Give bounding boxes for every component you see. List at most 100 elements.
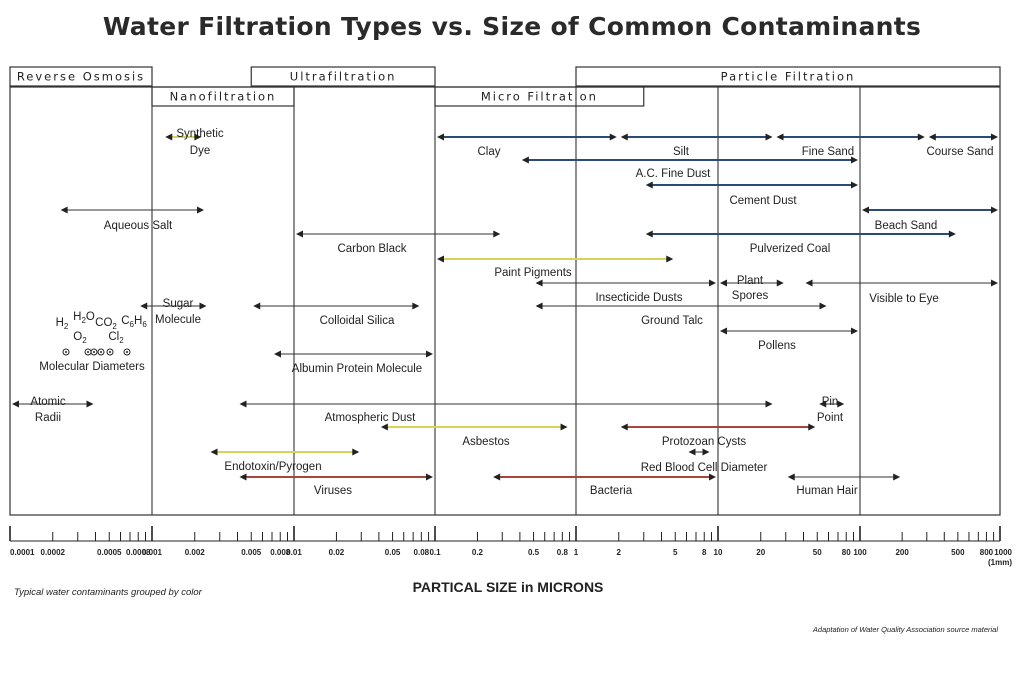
tick-label: 0.002 — [185, 548, 206, 557]
arrowhead-left — [688, 448, 696, 456]
range-red-blood-cell-diameter: Red Blood Cell Diameter — [641, 448, 768, 474]
arrowhead-right — [808, 423, 816, 431]
arrowhead-right — [991, 206, 998, 214]
range-label: Plant — [737, 275, 764, 287]
range-label: Atmospheric Dust — [325, 412, 417, 424]
band-label: Micro Filtration — [481, 90, 598, 104]
range-albumin-protein-molecule: Albumin Protein Molecule — [274, 350, 433, 375]
range-label: Pollens — [758, 340, 796, 352]
arrowhead-left — [380, 423, 388, 431]
molecule-dot-center — [93, 351, 95, 353]
arrowhead-right — [991, 279, 998, 287]
arrowhead-left — [819, 400, 827, 408]
tick-label: 10 — [714, 548, 723, 557]
tick-label: 500 — [951, 548, 965, 557]
arrowhead-left — [140, 302, 148, 310]
range-plant-spores: Plant Spores — [720, 275, 784, 302]
arrowhead-left — [253, 302, 261, 310]
arrowhead-left — [239, 400, 247, 408]
tick-label: 1 — [574, 548, 579, 557]
arrowhead-right — [991, 133, 998, 141]
band-label: Particle Filtration — [721, 70, 856, 84]
arrowhead-right — [851, 156, 858, 164]
tick-label: 0.0002 — [41, 548, 66, 557]
tick-label: 0.0005 — [97, 548, 122, 557]
band-micro-filtration: Micro Filtration — [434, 86, 645, 107]
tick-label: 2 — [617, 548, 622, 557]
range-label: Carbon Black — [337, 243, 406, 255]
range-label: Human Hair — [796, 485, 858, 497]
molecule-formula: Cl2 — [108, 331, 124, 345]
range-label: Point — [817, 412, 844, 424]
arrowhead-right — [837, 400, 845, 408]
range-label: Atomic — [30, 396, 65, 408]
range-label: Radii — [35, 412, 61, 424]
range-label: Bacteria — [590, 485, 633, 497]
range-silt: Silt — [620, 133, 773, 158]
arrowhead-right — [765, 133, 773, 141]
range-synthetic-dye: Synthetic Dye — [165, 128, 224, 157]
molecule-formula: CO2 — [95, 317, 117, 331]
source-attribution: Adaptation of Water Quality Association … — [812, 625, 998, 634]
range-label: Synthetic — [176, 128, 224, 140]
range-atomic-radii: Atomic Radii — [12, 396, 94, 424]
arrowhead-left — [437, 255, 444, 263]
arrowhead-left — [620, 133, 628, 141]
range-label: Red Blood Cell Diameter — [641, 462, 768, 474]
molecule-dot-center — [100, 351, 102, 353]
range-label: Pulverized Coal — [750, 243, 831, 255]
band-particle-filtration: Particle Filtration — [575, 66, 1001, 87]
range-viruses: Viruses — [239, 473, 433, 497]
range-fine-sand: Fine Sand — [776, 133, 925, 158]
x-axis-label: PARTICAL SIZE in MICRONS — [412, 579, 604, 595]
arrowhead-right — [426, 350, 433, 358]
band-nanofiltration: Nanofiltration — [151, 86, 295, 107]
arrowhead-left — [60, 206, 68, 214]
range-human-hair: Human Hair — [787, 473, 901, 497]
range-label: Clay — [477, 146, 500, 158]
tick-label: 200 — [895, 548, 909, 557]
chart-frame — [9, 86, 1001, 516]
band-label: Reverse Osmosis — [17, 70, 145, 84]
range-clay: Clay — [437, 133, 617, 158]
arrowhead-left — [296, 230, 303, 238]
filtration-bands: Reverse Osmosis Nanofiltration Ultrafiltra… — [9, 66, 1001, 107]
arrowhead-left — [210, 448, 218, 456]
arrowhead-left — [720, 327, 727, 335]
molecule-dot-center — [65, 351, 67, 353]
range-label: Aqueous Salt — [104, 220, 173, 232]
range-carbon-black: Carbon Black — [296, 230, 501, 255]
arrowhead-left — [928, 133, 936, 141]
range-label: Spores — [732, 290, 769, 302]
tick-label: 0.2 — [472, 548, 484, 557]
range-label: Protozoan Cysts — [662, 436, 747, 448]
range-label: A.C. Fine Dust — [636, 168, 712, 180]
range-course-sand: Course Sand — [926, 133, 998, 158]
range-label: Fine Sand — [802, 146, 854, 158]
arrowhead-right — [426, 473, 433, 481]
arrowhead-right — [194, 133, 202, 141]
molecule-formula: H2O — [73, 311, 95, 325]
range-insecticide-dusts: Insecticide Dusts — [535, 279, 716, 304]
tick-label: 0.005 — [241, 548, 262, 557]
range-label: Paint Pigments — [494, 267, 572, 279]
range-colloidal-silica: Colloidal Silica — [253, 302, 420, 327]
arrowhead-left — [535, 302, 543, 310]
tick-label: 5 — [673, 548, 678, 557]
tick-label: 0.02 — [329, 548, 345, 557]
tick-label: 0.008 — [270, 548, 291, 557]
arrowhead-right — [412, 302, 420, 310]
arrowhead-left — [645, 181, 653, 189]
range-label: Cement Dust — [729, 195, 797, 207]
arrowhead-right — [948, 230, 956, 238]
tick-label: 50 — [813, 548, 822, 557]
range-protozoan-cysts: Protozoan Cysts — [620, 423, 816, 448]
molecule-dot-center — [87, 351, 89, 353]
molecule-dot-center — [109, 351, 111, 353]
tick-label: 0.01 — [286, 548, 302, 557]
range-label: Silt — [673, 146, 690, 158]
arrowhead-right — [493, 230, 501, 238]
arrowhead-left — [645, 230, 653, 238]
range-cement-dust: Cement Dust — [645, 181, 858, 207]
